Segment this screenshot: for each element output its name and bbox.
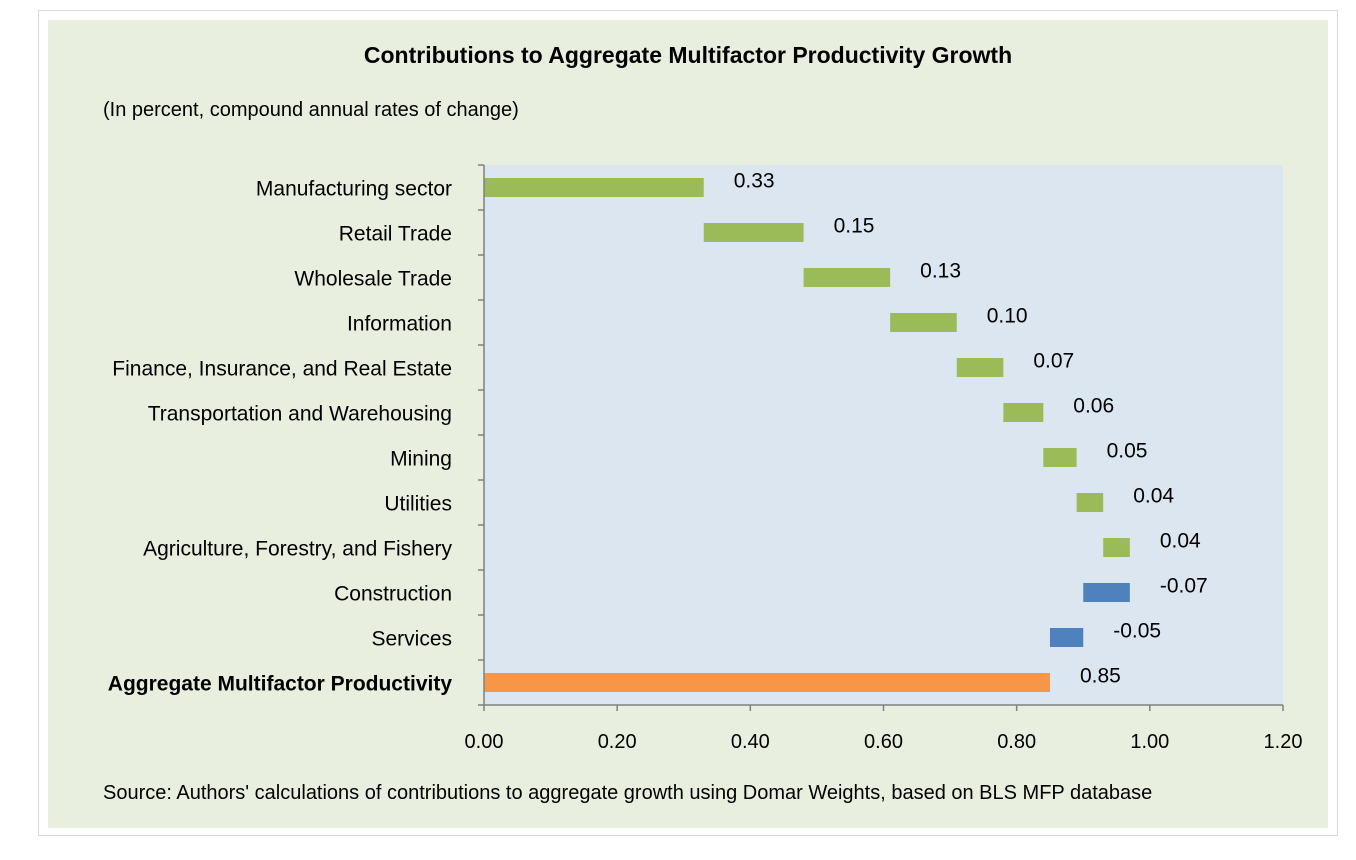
bar-6 bbox=[1043, 448, 1077, 467]
bar-11 bbox=[484, 673, 1050, 692]
category-label: Information bbox=[347, 313, 452, 336]
category-label: Utilities bbox=[384, 493, 452, 516]
data-label: 0.85 bbox=[1080, 665, 1121, 688]
category-label: Retail Trade bbox=[339, 223, 452, 246]
category-label: Aggregate Multifactor Productivity bbox=[108, 673, 453, 696]
data-label: -0.07 bbox=[1160, 575, 1208, 598]
axes-group bbox=[478, 164, 1284, 711]
data-label: 0.10 bbox=[987, 305, 1028, 328]
category-label: Agriculture, Forestry, and Fishery bbox=[143, 538, 452, 561]
category-label: Construction bbox=[334, 583, 452, 606]
data-label: -0.05 bbox=[1113, 620, 1161, 643]
plot-area bbox=[484, 165, 1283, 705]
chart-title: Contributions to Aggregate Multifactor P… bbox=[363, 42, 1013, 68]
data-label: 0.13 bbox=[920, 260, 961, 283]
category-label: Services bbox=[371, 628, 452, 651]
x-tick-label: 0.00 bbox=[465, 731, 504, 753]
x-tick-label: 0.60 bbox=[864, 731, 903, 753]
chart-source-note: Source: Authors' calculations of contrib… bbox=[103, 782, 1153, 804]
data-label: 0.05 bbox=[1107, 440, 1148, 463]
bars-group bbox=[484, 178, 1130, 692]
category-label: Transportation and Warehousing bbox=[148, 403, 452, 426]
data-label: 0.15 bbox=[834, 215, 875, 238]
bar-1 bbox=[703, 223, 804, 242]
data-label: 0.06 bbox=[1073, 395, 1114, 418]
data-label: 0.04 bbox=[1133, 485, 1174, 508]
category-label: Finance, Insurance, and Real Estate bbox=[112, 358, 452, 381]
x-tick-label: 0.40 bbox=[731, 731, 770, 753]
bar-5 bbox=[1003, 403, 1044, 422]
x-tick-label: 1.20 bbox=[1264, 731, 1303, 753]
data-label: 0.07 bbox=[1033, 350, 1074, 373]
x-tick-label: 1.00 bbox=[1130, 731, 1169, 753]
bar-4 bbox=[956, 358, 1004, 377]
category-label: Manufacturing sector bbox=[256, 178, 452, 201]
bar-7 bbox=[1076, 493, 1104, 512]
bar-2 bbox=[803, 268, 891, 287]
labels-group: Manufacturing sector 0.33 Retail Trade 0.15… bbox=[108, 170, 1303, 754]
bar-9 bbox=[1083, 583, 1130, 602]
data-label: 0.33 bbox=[734, 170, 775, 193]
chart-subtitle: (In percent, compound annual rates of ch… bbox=[103, 99, 519, 121]
x-tick-label: 0.80 bbox=[997, 731, 1036, 753]
data-label: 0.04 bbox=[1160, 530, 1201, 553]
bar-10 bbox=[1049, 628, 1084, 647]
bar-3 bbox=[890, 313, 957, 332]
x-tick-label: 0.20 bbox=[598, 731, 637, 753]
bar-8 bbox=[1103, 538, 1130, 557]
bar-0 bbox=[484, 178, 704, 197]
category-label: Mining bbox=[390, 448, 452, 471]
category-label: Wholesale Trade bbox=[294, 268, 452, 291]
